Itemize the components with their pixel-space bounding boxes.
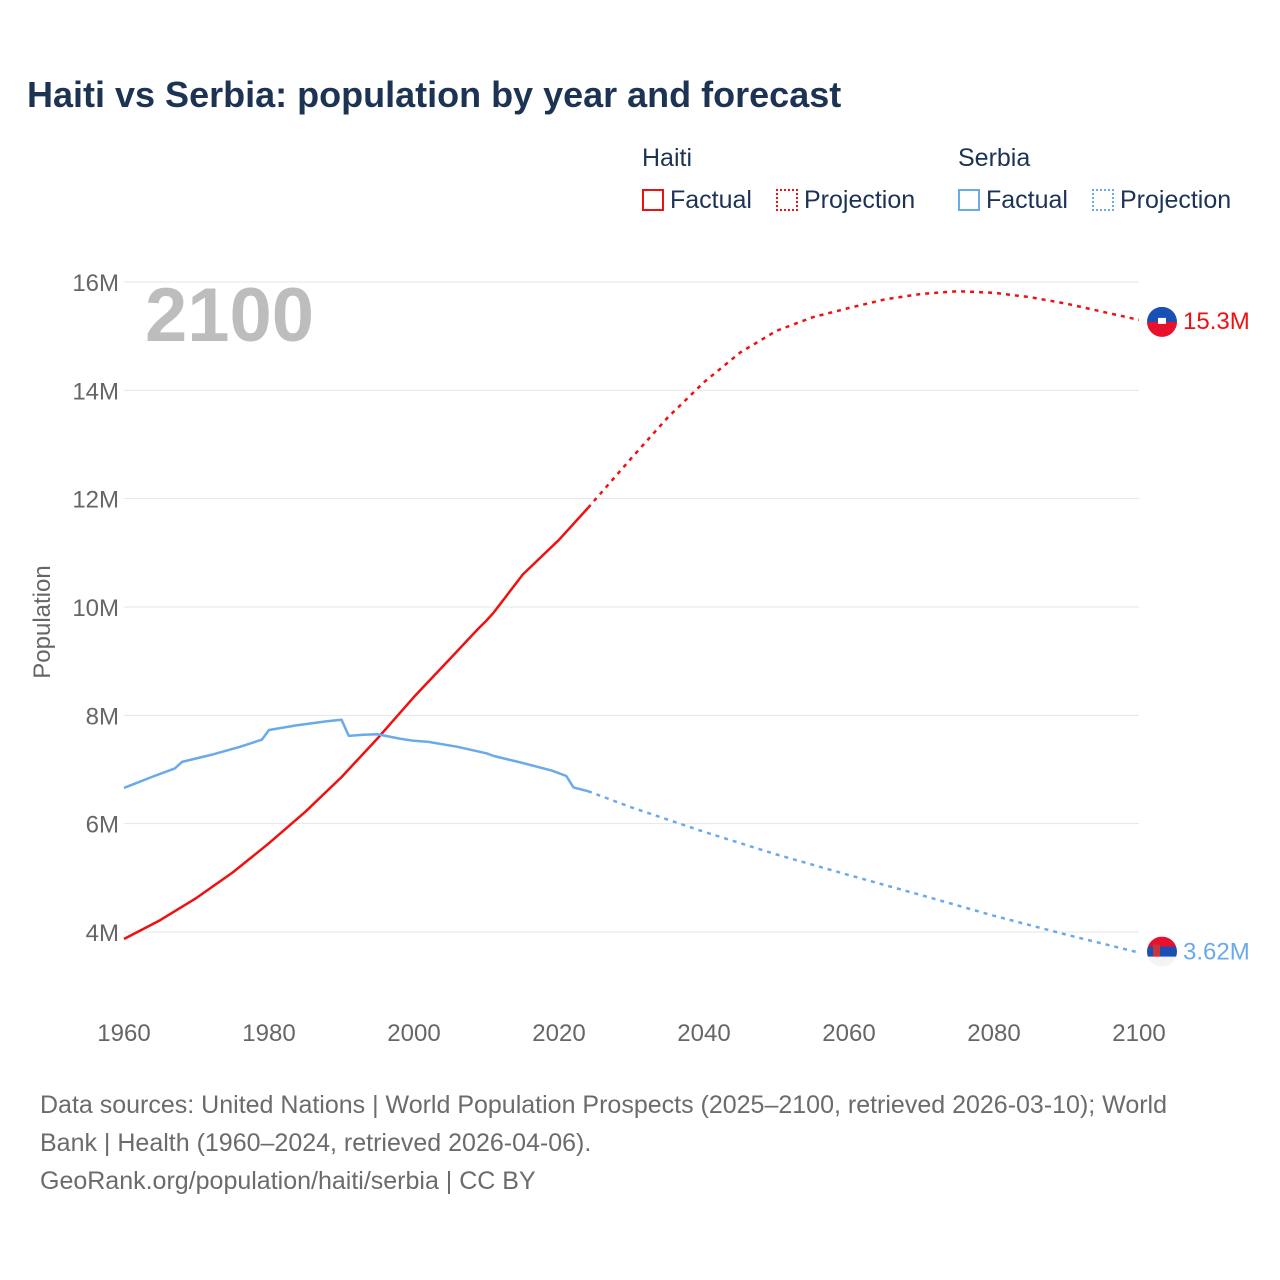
- data-sources: Data sources: United Nations | World Pop…: [40, 1091, 1168, 1157]
- x-tick-label: 2020: [532, 1020, 585, 1047]
- credit-link[interactable]: GeoRank.org/population/haiti/serbia | CC…: [40, 1167, 536, 1195]
- legend-swatch-dotted: [1092, 189, 1114, 211]
- x-tick-label: 2040: [677, 1020, 730, 1047]
- legend-label: Projection: [1120, 186, 1232, 214]
- y-tick-label: 4M: [86, 920, 119, 947]
- x-tick-label: 1980: [242, 1020, 295, 1047]
- serbia-end-label: 3.62M: [1183, 939, 1250, 966]
- y-tick-label: 8M: [86, 703, 119, 730]
- legend-swatch-dotted: [776, 189, 798, 211]
- y-axis-title: Population: [29, 565, 56, 678]
- serbia-flag-icon: [1147, 936, 1177, 967]
- serbia-projection-line: [587, 790, 1140, 954]
- haiti-flag-icon: [1147, 306, 1177, 337]
- legend-haiti-projection[interactable]: Projection: [776, 186, 915, 215]
- y-tick-label: 6M: [86, 812, 119, 839]
- haiti-end-label: 15.3M: [1183, 308, 1250, 335]
- current-year-label: 2100: [145, 273, 315, 358]
- y-tick-label: 14M: [72, 378, 119, 405]
- haiti-projection-line: [587, 289, 1140, 509]
- legend-swatch-solid: [642, 189, 664, 211]
- y-tick-label: 12M: [72, 487, 119, 514]
- haiti-factual-line: [123, 507, 589, 941]
- legend-serbia-factual[interactable]: Factual: [958, 186, 1068, 215]
- legend-group-serbia: Serbia: [958, 144, 1031, 172]
- x-tick-label: 2000: [387, 1020, 440, 1047]
- legend-label: Projection: [804, 186, 916, 214]
- legend-label: Factual: [986, 186, 1068, 214]
- x-tick-label: 2100: [1112, 1020, 1165, 1047]
- x-tick-label: 2080: [967, 1020, 1020, 1047]
- legend-label: Factual: [670, 186, 752, 214]
- chart-title: Haiti vs Serbia: population by year and …: [27, 74, 842, 115]
- footer: Data sources: United Nations | World Pop…: [40, 1086, 1230, 1200]
- y-tick-label: 16M: [72, 270, 119, 297]
- serbia-factual-line: [123, 718, 589, 793]
- legend-haiti-factual[interactable]: Factual: [642, 186, 752, 215]
- y-tick-label: 10M: [72, 595, 119, 622]
- x-tick-label: 1960: [97, 1020, 150, 1047]
- legend-swatch-solid: [958, 189, 980, 211]
- legend-serbia-projection[interactable]: Projection: [1092, 186, 1231, 215]
- x-tick-label: 2060: [822, 1020, 875, 1047]
- legend-group-haiti: Haiti: [642, 144, 693, 172]
